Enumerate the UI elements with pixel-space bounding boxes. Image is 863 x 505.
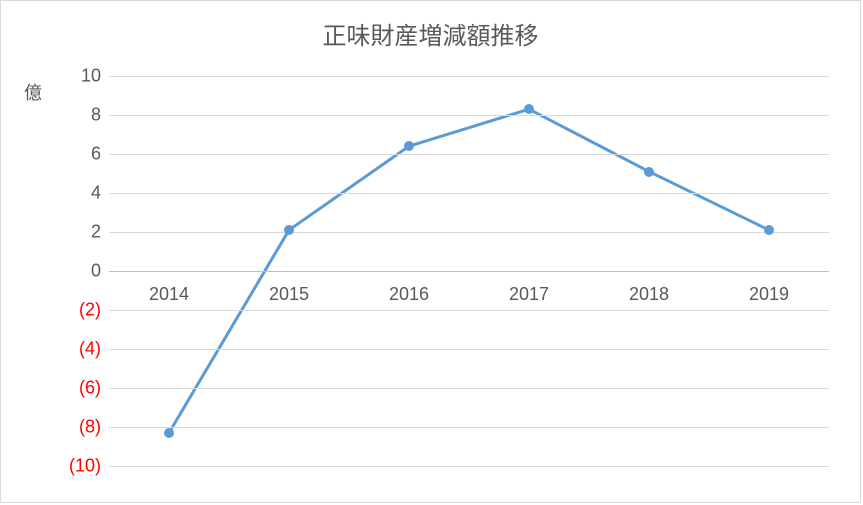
gridline xyxy=(109,76,829,77)
y-axis-title: 億 xyxy=(23,79,43,105)
x-tick-label: 2019 xyxy=(749,284,789,305)
gridline xyxy=(109,115,829,116)
gridline xyxy=(109,154,829,155)
y-tick-label: (8) xyxy=(79,417,101,438)
y-tick-label: 0 xyxy=(91,261,101,282)
chart-title: 正味財産増減額推移 xyxy=(1,16,860,51)
data-point-marker xyxy=(404,141,414,151)
x-tick-label: 2016 xyxy=(389,284,429,305)
data-point-marker xyxy=(764,225,774,235)
y-tick-label: 4 xyxy=(91,183,101,204)
data-point-marker xyxy=(524,104,534,114)
x-tick-label: 2017 xyxy=(509,284,549,305)
x-tick-label: 2014 xyxy=(149,284,189,305)
plot-area: 201420152016201720182019 1086420(2)(4)(6… xyxy=(109,76,829,466)
y-tick-label: (6) xyxy=(79,378,101,399)
gridline xyxy=(109,310,829,311)
x-tick-label: 2018 xyxy=(629,284,669,305)
x-tick-label: 2015 xyxy=(269,284,309,305)
gridline xyxy=(109,427,829,428)
y-tick-label: 2 xyxy=(91,222,101,243)
y-tick-label: 10 xyxy=(81,66,101,87)
gridline xyxy=(109,388,829,389)
chart-container: 正味財産増減額推移 億 2014 2015 2016 2017 2018 2019 10 8… xyxy=(0,0,861,503)
gridline xyxy=(109,271,829,272)
y-tick-label: (4) xyxy=(79,339,101,360)
gridline xyxy=(109,232,829,233)
y-tick-label: (2) xyxy=(79,300,101,321)
y-tick-label: 6 xyxy=(91,144,101,165)
gridline xyxy=(109,466,829,467)
y-tick-label: (10) xyxy=(69,456,101,477)
data-point-marker xyxy=(644,167,654,177)
data-point-marker xyxy=(284,225,294,235)
data-point-marker xyxy=(164,428,174,438)
y-tick-label: 8 xyxy=(91,105,101,126)
gridline xyxy=(109,193,829,194)
gridline xyxy=(109,349,829,350)
x-axis-label-band: 2014 2015 2016 2017 2018 2019 xyxy=(109,284,829,316)
